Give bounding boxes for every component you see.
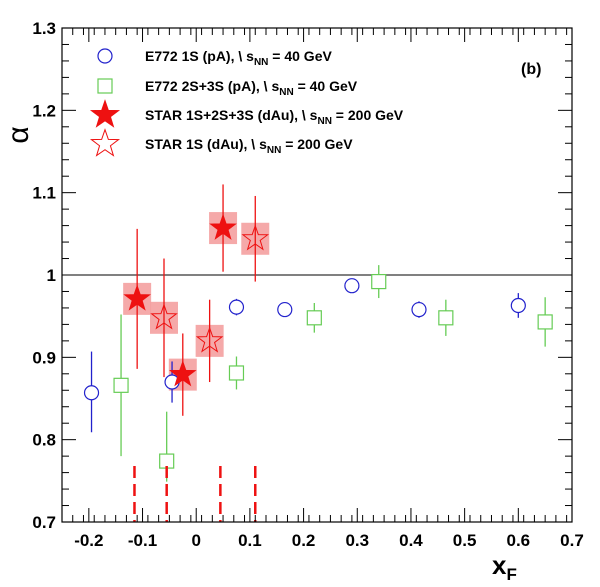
x-tick-label-8: 0.6 bbox=[506, 531, 530, 550]
e772_2s3s-point-1 bbox=[159, 453, 175, 469]
marker-layer bbox=[83, 213, 553, 469]
y-tick-label-3: 1 bbox=[47, 266, 56, 285]
star_1s2s3s-point-1 bbox=[168, 360, 197, 387]
legend-label-text-1: E772 2S+3S (pA), \ s bbox=[145, 78, 279, 94]
star_1s2s3s-point-0 bbox=[123, 284, 151, 311]
legend-label-0: E772 1S (pA), \ sNN = 40 GeV bbox=[145, 48, 332, 68]
e772_1s-point-4 bbox=[344, 278, 360, 294]
e772_1s-point-3 bbox=[277, 301, 293, 318]
y-tick-label-4: 1.1 bbox=[32, 184, 56, 203]
x-tick-label-9: 0.7 bbox=[560, 531, 584, 550]
panel-label: (b) bbox=[521, 61, 541, 78]
star_1s-point-1 bbox=[195, 326, 224, 353]
e772_2s3s-point-0 bbox=[113, 377, 129, 393]
y-tick-label-6: 1.3 bbox=[32, 19, 56, 38]
legend-label-value-0: = 40 GeV bbox=[268, 48, 332, 64]
x-tick-label-0: -0.2 bbox=[74, 531, 103, 550]
legend-label-value-2: = 200 GeV bbox=[332, 107, 404, 123]
e772_2s3s-point-4 bbox=[371, 273, 387, 290]
x-tick-label-1: -0.1 bbox=[128, 531, 157, 550]
x-axis-label-main: x bbox=[492, 550, 507, 580]
legend-label-value-3: = 200 GeV bbox=[281, 136, 353, 152]
star_1s2s3s-point-2 bbox=[209, 213, 237, 240]
legend-marker-3 bbox=[89, 128, 121, 157]
star_1s-point-0 bbox=[150, 303, 178, 330]
y-tick-label-2: 0.9 bbox=[32, 348, 56, 367]
legend-label-1: E772 2S+3S (pA), \ sNN = 40 GeV bbox=[145, 78, 358, 98]
y-tick-label-0: 0.7 bbox=[32, 513, 56, 532]
x-axis-label: xF bbox=[492, 550, 517, 582]
legend-label-text-3: STAR 1S (dAu), \ s bbox=[145, 136, 267, 152]
x-tick-label-6: 0.4 bbox=[399, 531, 423, 550]
y-tick-label-1: 0.8 bbox=[32, 431, 56, 450]
e772_2s3s-point-2 bbox=[228, 365, 245, 381]
x-tick-label-4: 0.2 bbox=[292, 531, 316, 550]
tick-layer: -0.2 -0.1 0 0.1 0.2 0.3 0.4 0.5 0.6 0.7 0.7 0.8 0.9 1… bbox=[32, 19, 583, 550]
legend-label-text-2: STAR 1S+2S+3S (dAu), \ s bbox=[145, 107, 318, 123]
x-tick-label-5: 0.3 bbox=[345, 531, 369, 550]
star_1s-point-2 bbox=[241, 224, 270, 251]
e772_1s-point-2 bbox=[228, 299, 245, 315]
legend-label-3: STAR 1S (dAu), \ sNN = 200 GeV bbox=[145, 136, 353, 156]
e772_1s-point-0 bbox=[83, 385, 100, 401]
legend-marker-0 bbox=[97, 48, 113, 64]
dashed-marker-layer bbox=[133, 466, 257, 522]
e772_2s3s-point-5 bbox=[438, 310, 454, 326]
legend-label-text-0: E772 1S (pA), \ s bbox=[145, 48, 254, 64]
x-tick-label-3: 0.1 bbox=[238, 531, 262, 550]
legend-marker-2 bbox=[89, 99, 121, 128]
e772_1s-point-5 bbox=[411, 301, 427, 318]
legend-label-subscript-3: NN bbox=[267, 145, 281, 156]
x-axis-label-sub: F bbox=[506, 565, 516, 582]
x-tick-label-2: 0 bbox=[191, 531, 200, 550]
legend-marker-1 bbox=[97, 78, 113, 94]
e772_1s-point-6 bbox=[510, 297, 526, 314]
legend-label-subscript-1: NN bbox=[279, 87, 293, 98]
legend-label-subscript-2: NN bbox=[317, 116, 331, 127]
legend-label-subscript-0: NN bbox=[254, 57, 268, 68]
y-tick-label-5: 1.2 bbox=[32, 101, 56, 120]
x-tick-label-7: 0.5 bbox=[453, 531, 477, 550]
legend-label-value-1: = 40 GeV bbox=[294, 78, 358, 94]
e772_2s3s-point-3 bbox=[306, 310, 322, 326]
legend-label-2: STAR 1S+2S+3S (dAu), \ sNN = 200 GeV bbox=[145, 107, 404, 127]
e772_2s3s-point-6 bbox=[537, 314, 553, 330]
y-axis-label: α bbox=[2, 126, 35, 143]
